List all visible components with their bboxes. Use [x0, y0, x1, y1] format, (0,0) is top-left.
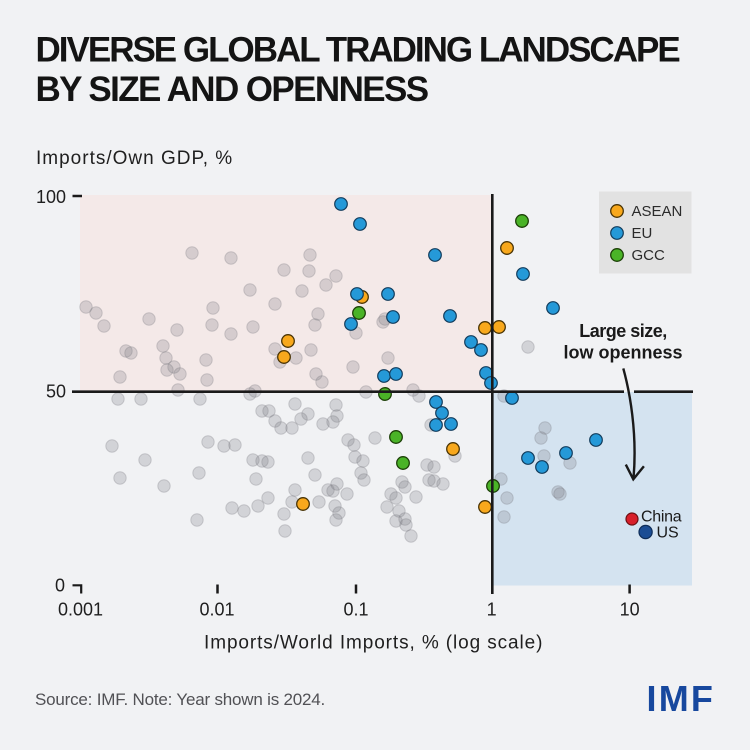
svg-text:0.01: 0.01	[199, 600, 234, 620]
svg-text:low openness: low openness	[563, 342, 682, 362]
svg-text:Source: IMF. Note: Year shown: Source: IMF. Note: Year shown is 2024.	[35, 690, 325, 709]
svg-text:100: 100	[36, 187, 66, 207]
svg-text:Large size,: Large size,	[579, 321, 667, 341]
svg-text:1: 1	[487, 600, 497, 620]
svg-text:0.001: 0.001	[58, 600, 103, 620]
svg-text:ASEAN: ASEAN	[632, 203, 683, 220]
svg-text:0: 0	[55, 575, 65, 595]
svg-text:China: China	[641, 509, 682, 526]
svg-text:US: US	[657, 525, 679, 542]
svg-text:Imports/World Imports, % (log: Imports/World Imports, % (log scale)	[204, 633, 543, 654]
svg-text:10: 10	[620, 600, 640, 620]
svg-text:Imports/Own GDP, %: Imports/Own GDP, %	[36, 148, 233, 169]
svg-text:DIVERSE GLOBAL TRADING LANDSCA: DIVERSE GLOBAL TRADING LANDSCAPE	[36, 31, 680, 70]
svg-text:BY SIZE AND OPENNESS: BY SIZE AND OPENNESS	[36, 70, 428, 109]
svg-text:GCC: GCC	[632, 247, 666, 264]
svg-text:EU: EU	[632, 225, 653, 242]
svg-text:IMF: IMF	[647, 678, 716, 719]
svg-text:50: 50	[46, 382, 66, 402]
svg-text:0.1: 0.1	[343, 600, 368, 620]
